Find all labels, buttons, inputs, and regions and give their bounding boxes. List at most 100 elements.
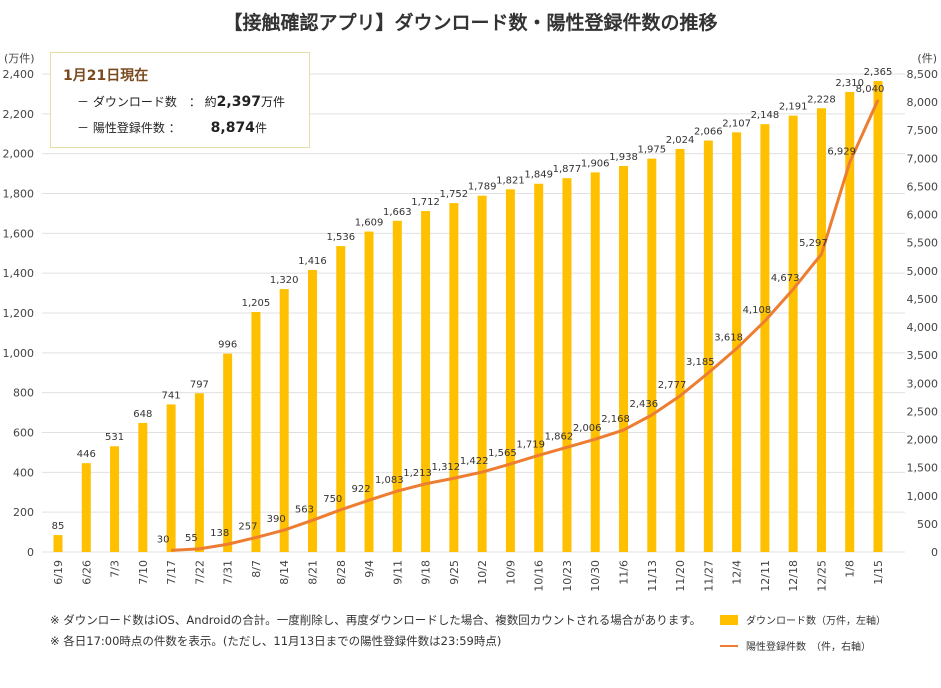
y-right-tick-label: 3,500 (907, 349, 939, 362)
bar (732, 132, 742, 552)
label: － 陽性登録件数 ： (77, 121, 181, 135)
bar (562, 178, 572, 552)
x-tick-label: 8/21 (306, 560, 319, 585)
bar-data-label: 1,320 (270, 275, 299, 286)
bar-data-label: 741 (162, 390, 181, 401)
y-right-tick-label: 1,500 (907, 462, 939, 475)
bar (279, 289, 289, 552)
x-tick-label: 10/23 (561, 560, 574, 592)
x-tick-label: 12/11 (759, 560, 772, 592)
line-data-label: 2,436 (629, 399, 658, 410)
x-tick-label: 10/2 (476, 560, 489, 585)
unit: 万件 (260, 95, 285, 109)
bar-data-label: 1,205 (242, 298, 271, 309)
x-tick-label: 8/7 (250, 560, 263, 578)
bar (845, 91, 855, 553)
bar-data-label: 1,752 (440, 189, 469, 200)
line-data-label: 138 (210, 528, 229, 539)
y-right-tick-label: 7,500 (907, 124, 939, 137)
line-data-label: 750 (323, 494, 342, 505)
x-tick-label: 9/11 (391, 560, 404, 585)
bar (816, 108, 826, 553)
bar (364, 231, 374, 552)
x-tick-label: 1/15 (872, 560, 885, 585)
bar (251, 312, 261, 552)
line-series (171, 99, 880, 552)
summary-heading: 1月21日現在 (63, 68, 149, 84)
legend-bar: ダウンロード数（万件，左軸） (720, 612, 886, 627)
bar-data-label: 1,906 (581, 158, 610, 169)
x-tick-label: 9/4 (363, 560, 376, 578)
line-data-label: 2,006 (573, 423, 602, 434)
bar-data-label: 1,416 (298, 256, 327, 267)
x-tick-label: 8/28 (335, 560, 348, 585)
y-right-tick-label: 6,000 (907, 209, 939, 222)
line-data-label: 2,168 (601, 414, 630, 425)
bar (675, 148, 685, 553)
x-tick-label: 8/14 (278, 560, 291, 585)
y-left-tick-label: 1,400 (3, 267, 35, 280)
bar-data-label: 1,975 (637, 145, 666, 156)
bar-data-label: 648 (133, 409, 152, 420)
footnote-1: ※ ダウンロード数はiOS、Androidの合計。一度削除し、再度ダウンロードし… (50, 613, 702, 627)
y-right-tick-label: 1,000 (907, 490, 939, 503)
bar (166, 404, 176, 552)
y-right-tick-label: 6,500 (907, 180, 939, 193)
legend-line: 陽性登録件数 （件，右軸） (720, 638, 871, 653)
bar (647, 158, 657, 553)
bar-data-label: 1,789 (468, 182, 497, 193)
bar-data-label: 996 (218, 340, 237, 351)
bar (449, 203, 459, 552)
bar-data-label: 446 (77, 449, 96, 460)
label: － ダウンロード数 ： (77, 95, 201, 109)
y-left-tick-label: 200 (13, 506, 34, 519)
y-left-tick-label: 2,000 (3, 148, 35, 161)
y-left-tick-label: 400 (13, 466, 34, 479)
y-right-tick-label: 8,000 (907, 96, 939, 109)
x-tick-label: 11/13 (646, 560, 659, 592)
y-right-tick-label: 8,500 (907, 68, 939, 81)
bar (505, 189, 515, 552)
line-data-label: 5,297 (799, 238, 828, 249)
bar-data-label: 797 (190, 379, 209, 390)
bar (81, 463, 91, 552)
x-tick-label: 12/25 (815, 560, 828, 592)
x-tick-label: 9/25 (448, 560, 461, 585)
x-tick-label: 7/22 (193, 560, 206, 585)
bar (421, 211, 431, 552)
x-tick-label: 6/19 (52, 560, 65, 585)
y-right-tick-label: 5,000 (907, 265, 939, 278)
bar-data-label: 2,191 (779, 102, 808, 113)
y-right-tick-label: 4,500 (907, 293, 939, 306)
summary-positive: － 陽性登録件数 ： 8,874件 (77, 119, 267, 136)
line-data-label: 3,618 (714, 333, 743, 344)
line-data-label: 30 (157, 534, 170, 545)
legend-label: 陽性登録件数 （件，右軸） (746, 642, 871, 653)
line-data-label: 1,719 (516, 439, 545, 450)
x-tick-label: 10/16 (533, 560, 546, 592)
x-tick-label: 11/20 (674, 560, 687, 592)
y-left-tick-label: 1,200 (3, 307, 35, 320)
bar (760, 124, 770, 552)
line-data-label: 8,040 (856, 84, 885, 95)
bar (534, 183, 544, 552)
bar (873, 80, 883, 553)
bar-data-label: 531 (105, 432, 124, 443)
value: 2,397 (216, 94, 261, 110)
line-data-label: 390 (267, 514, 286, 525)
summary-box: 1月21日現在 － ダウンロード数 ： 約2,397万件 － 陽性登録件数 ： 8… (50, 52, 310, 148)
y-left-tick-label: 800 (13, 387, 34, 400)
bar-data-label: 2,310 (835, 78, 864, 89)
unit: 件 (254, 121, 267, 135)
y-left-tick-label: 1,600 (3, 227, 35, 240)
bar-data-label: 2,228 (807, 94, 836, 105)
line-data-label: 55 (185, 533, 198, 544)
y-left-tick-label: 2,200 (3, 108, 35, 121)
bar-data-label: 1,821 (496, 175, 525, 186)
bar (307, 269, 317, 552)
y-right-tick-label: 0 (931, 546, 938, 559)
line-data-label: 1,862 (545, 431, 574, 442)
y-right-tick-label: 5,500 (907, 237, 939, 250)
x-tick-label: 11/6 (618, 560, 631, 585)
